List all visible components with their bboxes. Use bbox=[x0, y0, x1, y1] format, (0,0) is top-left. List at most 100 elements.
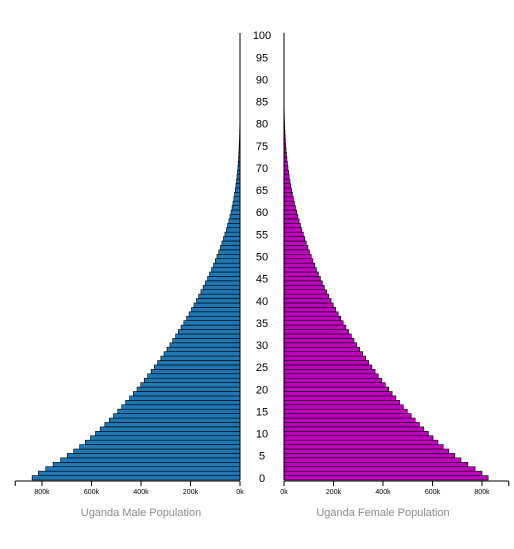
female-x-axis: 800k 600k 400k 200k 0k bbox=[280, 480, 510, 496]
male-bar-age-24 bbox=[150, 369, 241, 375]
male-bar-age-57 bbox=[227, 223, 241, 229]
female-bar-age-12 bbox=[283, 422, 420, 428]
female-bar-age-27 bbox=[283, 355, 366, 361]
male-bar-age-22 bbox=[143, 377, 241, 383]
female-bar-age-22 bbox=[283, 377, 383, 383]
male-bars-group bbox=[31, 37, 241, 481]
female-bar-age-11 bbox=[283, 426, 425, 432]
female-bar-age-34 bbox=[283, 324, 347, 330]
male-bar-age-10 bbox=[95, 431, 241, 437]
male-bar-age-46 bbox=[209, 271, 241, 277]
male-bar-age-41 bbox=[198, 293, 241, 299]
male-bar-age-47 bbox=[211, 267, 241, 273]
female-bar-age-49 bbox=[283, 258, 314, 264]
male-bar-age-33 bbox=[178, 329, 241, 335]
female-bar-age-18 bbox=[283, 395, 397, 401]
female-bar-age-36 bbox=[283, 315, 341, 321]
female-bar-age-59 bbox=[283, 214, 299, 220]
age-label-80: 80 bbox=[256, 119, 268, 131]
female-bar-age-64 bbox=[283, 192, 293, 198]
male-bar-age-23 bbox=[147, 373, 241, 379]
female-bar-age-66 bbox=[283, 183, 291, 189]
male-bar-age-35 bbox=[183, 320, 241, 326]
female-tick-label-200k: 200k bbox=[326, 489, 342, 496]
female-bar-age-23 bbox=[283, 373, 379, 379]
female-bar-age-69 bbox=[283, 169, 289, 175]
age-label-5: 5 bbox=[259, 451, 265, 463]
female-bar-age-19 bbox=[283, 391, 393, 397]
female-bar-age-15 bbox=[283, 408, 408, 414]
age-label-40: 40 bbox=[256, 296, 268, 308]
male-axis-title: Uganda Male Population bbox=[81, 507, 201, 519]
male-bar-age-54 bbox=[223, 236, 241, 242]
female-bar-age-29 bbox=[283, 346, 361, 352]
male-bar-age-62 bbox=[232, 200, 241, 206]
female-bar-age-63 bbox=[283, 196, 294, 202]
male-bar-age-13 bbox=[109, 417, 241, 423]
female-bar-age-61 bbox=[283, 205, 296, 211]
male-bar-age-60 bbox=[230, 209, 241, 215]
female-tick-label-800k: 800k bbox=[474, 489, 490, 496]
male-bar-age-39 bbox=[193, 302, 241, 308]
age-tick-labels: 0 5 10 15 20 25 30 35 40 45 50 55 60 65 70 75 80 85 90 95 10… bbox=[253, 30, 271, 485]
male-bar-age-17 bbox=[125, 400, 241, 406]
male-bar-age-59 bbox=[229, 214, 241, 220]
female-bar-age-45 bbox=[283, 276, 321, 282]
male-bar-age-43 bbox=[202, 284, 241, 290]
female-bar-age-39 bbox=[283, 302, 334, 308]
age-label-45: 45 bbox=[256, 274, 268, 286]
male-bar-age-19 bbox=[133, 391, 241, 397]
female-bar-age-71 bbox=[283, 161, 288, 167]
male-bar-age-8 bbox=[85, 439, 241, 445]
age-label-70: 70 bbox=[256, 163, 268, 175]
female-bar-age-1 bbox=[283, 470, 483, 476]
female-bar-age-68 bbox=[283, 174, 290, 180]
male-bar-age-50 bbox=[216, 253, 241, 260]
male-bar-age-36 bbox=[186, 315, 241, 321]
female-bar-age-70 bbox=[283, 165, 289, 171]
female-bar-age-6 bbox=[283, 448, 450, 454]
male-bar-age-1 bbox=[37, 470, 241, 476]
female-bar-age-10 bbox=[283, 431, 429, 437]
female-bar-age-48 bbox=[283, 262, 315, 268]
male-bar-age-67 bbox=[236, 178, 241, 184]
age-label-100: 100 bbox=[253, 30, 271, 42]
male-bar-age-30 bbox=[169, 342, 241, 348]
female-bar-age-43 bbox=[283, 284, 325, 290]
female-bar-age-32 bbox=[283, 333, 352, 339]
female-bar-age-0 bbox=[283, 475, 489, 481]
age-label-50: 50 bbox=[256, 252, 268, 264]
male-bar-age-66 bbox=[235, 183, 241, 189]
female-bar-age-35 bbox=[283, 320, 344, 326]
female-bar-age-60 bbox=[283, 209, 297, 215]
male-bar-age-61 bbox=[231, 205, 241, 211]
male-bar-age-56 bbox=[226, 227, 241, 233]
male-bar-age-2 bbox=[45, 466, 241, 472]
female-bar-age-41 bbox=[283, 293, 330, 299]
female-bar-age-40 bbox=[283, 298, 332, 304]
male-bar-age-5 bbox=[66, 453, 241, 459]
age-label-30: 30 bbox=[256, 340, 268, 352]
age-label-25: 25 bbox=[256, 362, 268, 374]
female-bar-age-50 bbox=[283, 253, 312, 260]
female-bar-age-28 bbox=[283, 351, 364, 357]
age-label-35: 35 bbox=[256, 318, 268, 330]
male-bar-age-32 bbox=[175, 333, 241, 339]
male-tick-label-800k: 800k bbox=[34, 489, 50, 496]
male-bar-age-37 bbox=[188, 311, 241, 317]
female-bars-group bbox=[283, 32, 489, 481]
male-tick-label-200k: 200k bbox=[183, 489, 199, 496]
female-bar-age-7 bbox=[283, 444, 444, 450]
age-label-85: 85 bbox=[256, 97, 268, 109]
age-label-75: 75 bbox=[256, 141, 268, 153]
female-bar-age-46 bbox=[283, 271, 319, 277]
male-bar-age-0 bbox=[31, 475, 241, 481]
male-bar-age-51 bbox=[218, 249, 241, 255]
female-tick-label-600k: 600k bbox=[425, 489, 441, 496]
female-bar-age-52 bbox=[283, 245, 309, 251]
female-bar-age-30 bbox=[283, 342, 358, 348]
female-bar-age-25 bbox=[283, 364, 373, 370]
age-label-10: 10 bbox=[256, 429, 268, 441]
male-bar-age-12 bbox=[104, 422, 241, 428]
